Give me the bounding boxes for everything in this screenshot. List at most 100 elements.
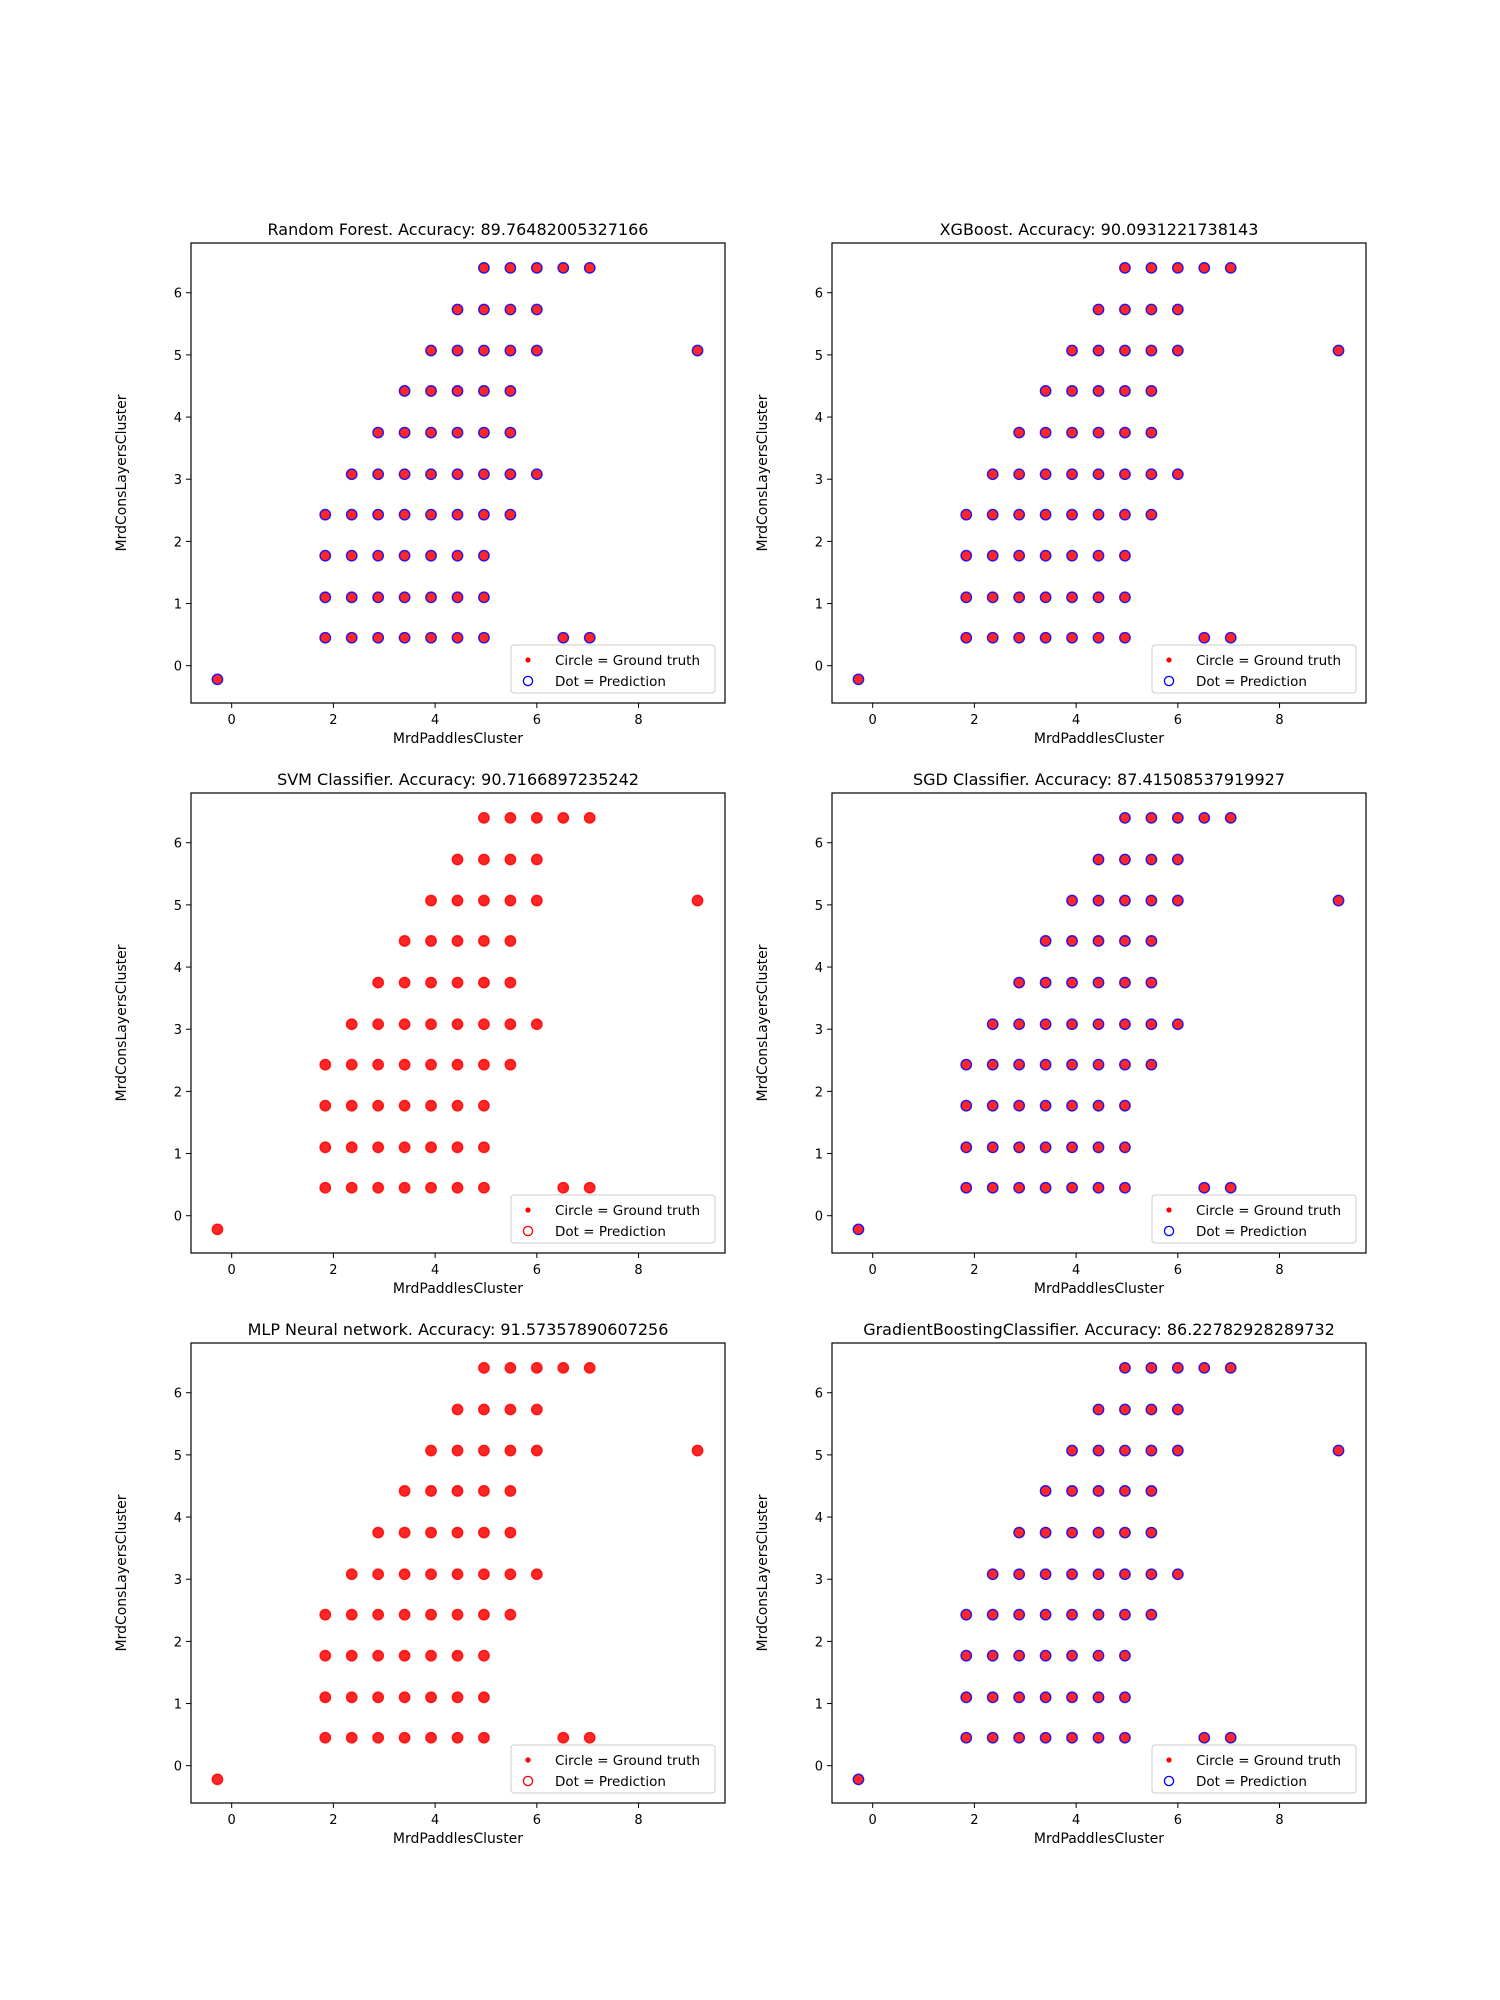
prediction-point	[398, 468, 411, 481]
prediction-point	[372, 508, 385, 521]
ground-truth-point	[853, 1774, 864, 1785]
ground-truth-point	[320, 509, 331, 520]
ground-truth-point	[320, 632, 331, 643]
prediction-point	[1119, 1526, 1131, 1539]
prediction-point	[478, 1018, 490, 1031]
prediction-point	[986, 631, 999, 644]
x-tick-label: 2	[970, 1813, 978, 1828]
ground-truth-point	[320, 1732, 331, 1743]
ground-truth-point	[1066, 385, 1078, 397]
prediction-point	[1092, 1141, 1105, 1154]
x-axis-label: MrdPaddlesCluster	[393, 731, 523, 747]
plot-frame	[831, 242, 1367, 704]
prediction-point	[986, 1608, 999, 1621]
ground-truth-point	[505, 895, 516, 906]
ground-truth-point	[478, 1445, 490, 1456]
ground-truth-point	[1146, 345, 1157, 356]
ground-truth-point	[372, 1732, 384, 1743]
prediction-point	[1039, 1731, 1052, 1744]
prediction-point	[345, 1691, 358, 1704]
prediction-point	[1119, 385, 1131, 397]
x-axis-label: MrdPaddlesCluster	[393, 1281, 523, 1297]
legend-box	[1151, 1744, 1357, 1794]
ground-truth-point	[505, 977, 516, 988]
ground-truth-point	[399, 1527, 410, 1538]
ground-truth-point	[987, 509, 998, 520]
prediction-point	[1145, 1444, 1158, 1457]
prediction-point	[398, 1731, 411, 1744]
prediction-point	[1198, 1731, 1211, 1744]
ground-truth-point	[1066, 469, 1078, 480]
prediction-point	[1224, 811, 1237, 824]
x-tick-label: 4	[1072, 1813, 1080, 1828]
prediction-point	[1145, 1018, 1158, 1031]
ground-truth-point	[1199, 812, 1210, 824]
ground-truth-point	[987, 1650, 998, 1661]
prediction-point	[451, 1485, 464, 1497]
ground-truth-point	[531, 854, 543, 865]
prediction-point	[986, 591, 999, 604]
ground-truth-point	[987, 1569, 998, 1580]
prediction-point	[1066, 1608, 1078, 1621]
ground-truth-point	[452, 1182, 463, 1193]
ground-truth-point	[1093, 385, 1104, 397]
ground-truth-point	[1119, 550, 1131, 561]
legend-label: Circle = Ground truth	[555, 1203, 700, 1219]
ground-truth-point	[478, 550, 490, 561]
prediction-point	[504, 344, 517, 357]
y-tick-label: 2	[815, 1085, 823, 1100]
ground-truth-point	[399, 1019, 410, 1030]
prediction-point	[1119, 1444, 1131, 1457]
prediction-point	[451, 344, 464, 357]
ground-truth-point	[1040, 427, 1051, 438]
ground-truth-point	[1093, 1650, 1104, 1661]
x-tick-label: 0	[228, 1263, 236, 1278]
ground-truth-point	[320, 1059, 331, 1070]
prediction-point	[211, 673, 224, 686]
prediction-point	[398, 549, 411, 562]
legend-box	[510, 1194, 716, 1244]
prediction-point	[451, 1526, 464, 1539]
ground-truth-point	[1066, 427, 1078, 438]
prediction-point	[478, 508, 490, 521]
subplot-title: MLP Neural network. Accuracy: 91.5735789…	[248, 1320, 669, 1339]
ground-truth-point	[399, 1609, 410, 1620]
ground-truth-point	[425, 1142, 437, 1153]
x-axis-label: MrdPaddlesCluster	[1034, 1281, 1164, 1297]
ground-truth-point	[1013, 1609, 1025, 1620]
prediction-point	[852, 1773, 865, 1786]
ground-truth-point	[399, 632, 410, 643]
y-axis-label: MrdConsLayersCluster	[755, 944, 771, 1101]
y-tick-label: 0	[174, 1210, 182, 1225]
prediction-point	[504, 468, 517, 481]
ground-truth-point	[452, 1569, 463, 1580]
legend-marker-circle	[522, 1775, 534, 1787]
subplot-1: Random Forest. Accuracy: 89.764820053271…	[114, 220, 726, 747]
ground-truth-point	[1093, 1100, 1104, 1111]
ground-truth-point	[1172, 304, 1184, 315]
prediction-point	[960, 591, 973, 604]
prediction-point	[504, 894, 517, 907]
prediction-point	[372, 1526, 385, 1539]
ground-truth-point	[372, 1650, 384, 1661]
ground-truth-point	[478, 812, 490, 824]
legend-label: Dot = Prediction	[1196, 1774, 1307, 1790]
prediction-point	[398, 1099, 411, 1112]
prediction-point	[986, 508, 999, 521]
prediction-point	[1171, 468, 1184, 481]
legend-label: Dot = Prediction	[555, 674, 666, 690]
ground-truth-point	[346, 1732, 357, 1743]
legend: Circle = Ground truth Dot = Prediction	[510, 1194, 716, 1244]
prediction-point	[478, 853, 490, 866]
prediction-point	[478, 935, 490, 947]
ground-truth-point	[452, 1100, 463, 1111]
ground-truth-point	[320, 1609, 331, 1620]
prediction-point	[478, 468, 490, 481]
ground-truth-point	[1225, 1182, 1236, 1193]
prediction-point	[345, 508, 358, 521]
ground-truth-point	[478, 632, 490, 643]
prediction-point	[1224, 1181, 1237, 1194]
y-tick-label: 1	[815, 1698, 823, 1713]
prediction-point	[1092, 591, 1105, 604]
ground-truth-point	[1093, 1732, 1104, 1743]
